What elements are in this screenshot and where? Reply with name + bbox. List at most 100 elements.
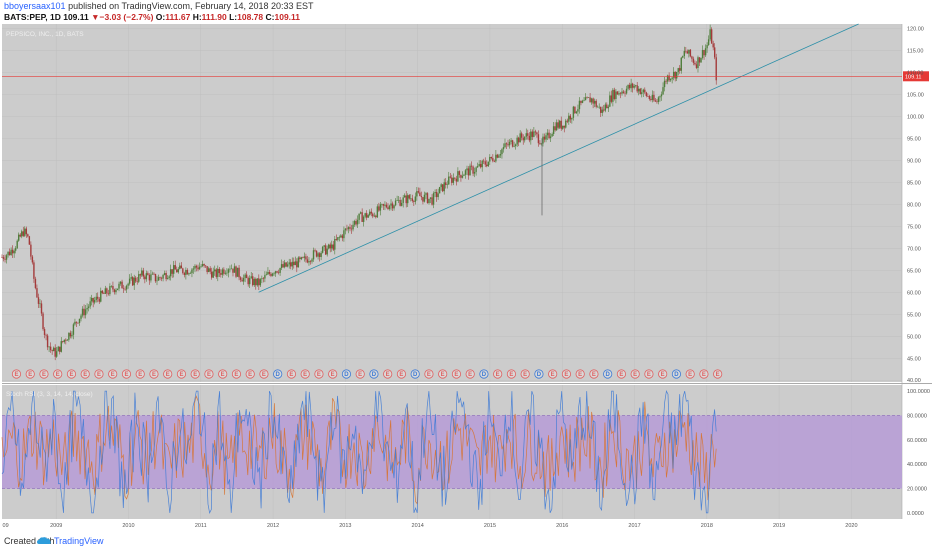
candle-body	[481, 160, 483, 168]
candle-body	[432, 193, 435, 205]
candle-body	[306, 259, 309, 263]
candle-body	[619, 93, 622, 94]
overbought-oversold-band	[2, 415, 902, 489]
candle-body	[688, 49, 690, 54]
change-value: −3.03 (−2.7%)	[99, 12, 154, 22]
candle-body	[349, 227, 351, 229]
candle-body	[498, 155, 500, 158]
candle-body	[584, 97, 587, 101]
candle-body	[555, 122, 558, 131]
candle-body	[122, 288, 125, 289]
candle-body	[352, 224, 354, 230]
candle-body	[508, 141, 511, 146]
candle-body	[653, 94, 655, 101]
candle-body	[303, 256, 306, 258]
trendline[interactable]	[258, 23, 859, 293]
price-tick-label: 55.00	[907, 312, 921, 318]
candle-body	[483, 160, 485, 162]
candle-body	[104, 288, 107, 294]
candle-body	[262, 278, 265, 279]
candle-body	[517, 137, 520, 143]
price-pane[interactable]	[2, 24, 902, 382]
event-marker-label: D	[674, 372, 679, 378]
candle-body	[606, 104, 608, 109]
candle-body	[305, 256, 307, 260]
price-tick-label: 120.00	[907, 26, 924, 32]
candle-body	[264, 275, 266, 279]
price-axis[interactable]	[902, 24, 932, 382]
candle-body	[314, 250, 316, 251]
candle-body	[669, 78, 672, 81]
candle-body	[628, 84, 631, 89]
open-value: 111.67	[165, 12, 191, 22]
dividend-marker	[341, 369, 352, 379]
candle-body	[224, 272, 227, 274]
earnings-marker	[231, 369, 242, 379]
event-marker-label: E	[427, 372, 431, 378]
candle-body	[200, 266, 202, 267]
event-marker-label: E	[551, 372, 555, 378]
candle-body	[548, 132, 550, 139]
candle-body	[370, 211, 372, 214]
time-tick-label: 09	[3, 523, 9, 529]
author-link[interactable]: bboyersaax101	[4, 1, 66, 11]
candle-body	[166, 278, 169, 280]
candle-body	[66, 339, 69, 341]
candle-body	[596, 106, 599, 108]
event-marker-label: E	[441, 372, 445, 378]
candle-body	[156, 280, 158, 282]
candle-body	[505, 143, 508, 145]
candle-body	[410, 198, 412, 200]
candle-body	[631, 83, 634, 88]
candle-body	[309, 261, 312, 262]
chart-canvas[interactable]: 109.11 E E E E E E E E E E E E E E E E E E E D E E E E D E D E E D E E E…	[0, 22, 932, 532]
candle-body	[571, 117, 573, 120]
candle-body	[429, 197, 432, 199]
candle-body	[176, 269, 178, 273]
event-marker-label: E	[111, 372, 115, 378]
earnings-marker	[424, 369, 434, 379]
candle-body	[408, 195, 410, 199]
earnings-marker	[11, 369, 22, 379]
candle-body	[438, 187, 441, 194]
stoch-axis[interactable]	[902, 385, 932, 519]
stoch-ticks: 0.0000 20.0000 40.0000 60.0000 80.0000 100.00…	[907, 389, 930, 517]
candle-body	[697, 57, 699, 68]
candle-body	[238, 267, 240, 278]
earnings-marker	[149, 369, 159, 379]
candle-body	[501, 149, 503, 155]
earnings-marker	[190, 369, 200, 379]
price-tick-label: 70.00	[907, 246, 921, 252]
candle-body	[36, 288, 38, 298]
time-axis[interactable]	[2, 519, 902, 531]
candle-body	[426, 193, 429, 204]
event-marker-label: E	[564, 372, 568, 378]
time-ticks: 09 2009 2010 2011 2012 2013 2014 2015 2016 2017 20…	[3, 523, 858, 529]
candle-body	[142, 270, 145, 277]
price-tick-label: 105.00	[907, 92, 924, 98]
candle-body	[195, 265, 198, 268]
trendline-segment	[258, 23, 859, 293]
candle-body	[56, 351, 58, 357]
candle-body	[533, 131, 535, 137]
candle-body	[472, 166, 474, 174]
candle-body	[153, 273, 155, 275]
candle-body	[21, 231, 23, 237]
candle-body	[666, 75, 669, 82]
candle-body	[203, 264, 205, 266]
published-text: published on TradingView.com, February 1…	[68, 1, 314, 11]
candle-body	[437, 193, 439, 198]
candle-body	[530, 131, 532, 141]
event-marker-label: E	[702, 372, 706, 378]
tradingview-brand[interactable]: TradingView	[54, 536, 104, 546]
time-tick-label: 2010	[122, 523, 134, 529]
candle-body	[282, 264, 284, 268]
candle-body	[332, 244, 334, 250]
candle-body	[183, 272, 186, 275]
candle-body	[186, 269, 189, 275]
candle-body	[226, 272, 228, 274]
dividend-marker	[369, 369, 379, 379]
stoch-tick-label: 100.0000	[907, 389, 930, 395]
dividend-marker	[273, 369, 283, 379]
candle-body	[682, 56, 684, 58]
